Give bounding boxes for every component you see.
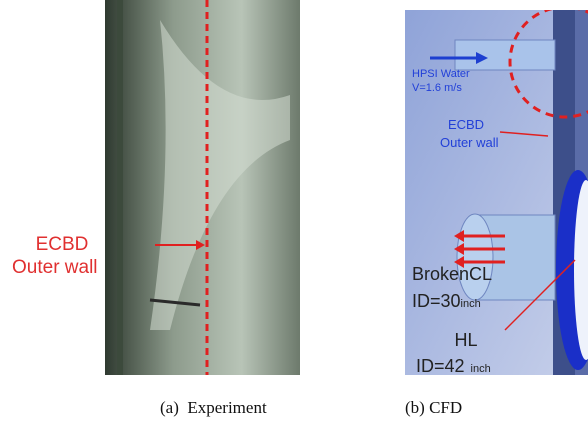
hot-leg-label: HL (454, 330, 477, 350)
unit: inch (461, 298, 481, 310)
caption: (a) Experiment (160, 398, 267, 417)
size: ID=42 (416, 356, 465, 376)
inlet-label: V=1.6 m/s (412, 82, 462, 94)
wall-label: ECBD (36, 234, 89, 255)
wall-label: Outer wall (12, 257, 98, 278)
caption: (b) CFD (405, 398, 462, 417)
inlet-label: HPSI Water (412, 68, 470, 80)
cfd-render (405, 7, 588, 375)
broken-leg-label: BrokenCL (412, 264, 492, 284)
wall-label: Outer wall (440, 135, 499, 150)
unit: inch (471, 363, 491, 375)
size: ID=30 (412, 291, 461, 311)
experiment-photo (105, 0, 300, 375)
wall-label: ECBD (448, 117, 484, 132)
figure: ECBD Outer wall HPSI Water V=1.6 m/s ECB… (0, 0, 588, 429)
